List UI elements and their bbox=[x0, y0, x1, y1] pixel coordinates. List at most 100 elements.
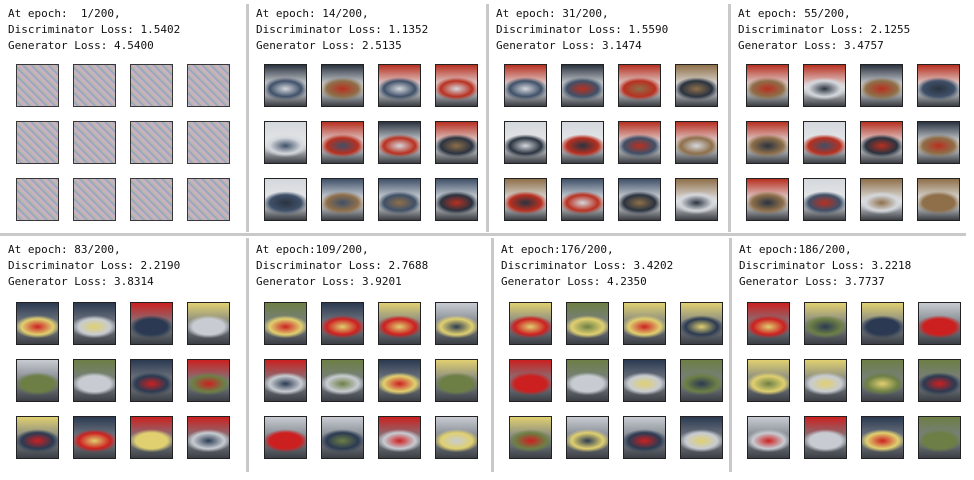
discriminator-loss-label: Discriminator Loss: 1.5590 bbox=[496, 23, 669, 36]
generated-sample-image bbox=[16, 64, 59, 107]
generated-sample-image bbox=[746, 121, 789, 164]
vertical-divider bbox=[729, 238, 732, 472]
epoch-label: At epoch:109/200, bbox=[256, 243, 369, 256]
discriminator-loss-label: Discriminator Loss: 3.2218 bbox=[739, 259, 912, 272]
generated-sample-image bbox=[566, 416, 609, 459]
generated-sample-image bbox=[264, 302, 307, 345]
generated-sample-image bbox=[187, 359, 230, 402]
generated-sample-image bbox=[321, 178, 364, 221]
epoch-panel: At epoch: 83/200, Discriminator Loss: 2.2… bbox=[0, 236, 240, 472]
generator-loss-label: Generator Loss: 3.4757 bbox=[738, 39, 884, 52]
generated-sample-image bbox=[187, 121, 230, 164]
generated-sample-image bbox=[504, 64, 547, 107]
generated-sample-image bbox=[435, 359, 478, 402]
generated-sample-image bbox=[618, 64, 661, 107]
generator-loss-label: Generator Loss: 4.2350 bbox=[501, 275, 647, 288]
generator-loss-label: Generator Loss: 3.9201 bbox=[256, 275, 402, 288]
epoch-label: At epoch: 14/200, bbox=[256, 7, 369, 20]
generated-sample-image bbox=[378, 416, 421, 459]
generated-sample-image bbox=[187, 416, 230, 459]
generated-sample-image bbox=[618, 121, 661, 164]
generated-sample-image bbox=[130, 178, 173, 221]
generated-sample-image bbox=[504, 121, 547, 164]
generated-sample-image bbox=[264, 64, 307, 107]
generated-sample-image bbox=[618, 178, 661, 221]
epoch-label: At epoch: 55/200, bbox=[738, 7, 851, 20]
generated-sample-image bbox=[746, 178, 789, 221]
generated-sample-image bbox=[435, 178, 478, 221]
discriminator-loss-label: Discriminator Loss: 1.1352 bbox=[256, 23, 429, 36]
generated-sample-image bbox=[435, 416, 478, 459]
generated-sample-image bbox=[804, 302, 847, 345]
generated-sample-image bbox=[73, 416, 116, 459]
generated-sample-image bbox=[378, 178, 421, 221]
generated-sample-image bbox=[746, 64, 789, 107]
generated-sample-image bbox=[321, 64, 364, 107]
generated-sample-image bbox=[130, 121, 173, 164]
generated-sample-image bbox=[264, 121, 307, 164]
generated-sample-image bbox=[73, 302, 116, 345]
generated-sample-image bbox=[187, 64, 230, 107]
generated-sample-image bbox=[803, 64, 846, 107]
generated-sample-image bbox=[16, 121, 59, 164]
generated-sample-image bbox=[917, 121, 960, 164]
epoch-label: At epoch:186/200, bbox=[739, 243, 852, 256]
discriminator-loss-label: Discriminator Loss: 2.2190 bbox=[8, 259, 181, 272]
epoch-panel: At epoch:186/200, Discriminator Loss: 3.2… bbox=[731, 236, 971, 472]
panel-caption: At epoch: 14/200, Discriminator Loss: 1.1… bbox=[256, 6, 428, 54]
vertical-divider bbox=[486, 4, 489, 232]
generated-sample-image bbox=[623, 302, 666, 345]
generated-sample-image bbox=[509, 359, 552, 402]
vertical-divider bbox=[491, 238, 494, 472]
generated-sample-image bbox=[680, 416, 723, 459]
generated-sample-image bbox=[918, 416, 961, 459]
generated-sample-image bbox=[680, 359, 723, 402]
panel-caption: At epoch: 55/200, Discriminator Loss: 2.1… bbox=[738, 6, 910, 54]
epoch-label: At epoch: 31/200, bbox=[496, 7, 609, 20]
generated-sample-image bbox=[509, 302, 552, 345]
generated-sample-image bbox=[861, 416, 904, 459]
epoch-panel: At epoch: 31/200, Discriminator Loss: 1.5… bbox=[488, 0, 728, 236]
generated-sample-image bbox=[509, 416, 552, 459]
generated-sample-image bbox=[860, 121, 903, 164]
generated-sample-image bbox=[378, 64, 421, 107]
generated-sample-image bbox=[675, 121, 718, 164]
generated-sample-image bbox=[860, 64, 903, 107]
panel-caption: At epoch: 31/200, Discriminator Loss: 1.5… bbox=[496, 6, 668, 54]
epoch-panel: At epoch:176/200, Discriminator Loss: 3.4… bbox=[493, 236, 733, 472]
generated-sample-image bbox=[566, 359, 609, 402]
epoch-panel: At epoch: 55/200, Discriminator Loss: 2.1… bbox=[730, 0, 970, 236]
generated-sample-image bbox=[435, 64, 478, 107]
generator-loss-label: Generator Loss: 3.7737 bbox=[739, 275, 885, 288]
generated-sample-image bbox=[747, 302, 790, 345]
panel-caption: At epoch:186/200, Discriminator Loss: 3.2… bbox=[739, 242, 911, 290]
epoch-panel: At epoch:109/200, Discriminator Loss: 2.7… bbox=[248, 236, 488, 472]
generated-sample-image bbox=[16, 416, 59, 459]
generated-sample-image bbox=[16, 359, 59, 402]
generated-sample-image bbox=[861, 302, 904, 345]
generated-sample-image bbox=[623, 359, 666, 402]
generated-sample-image bbox=[435, 121, 478, 164]
generated-sample-image bbox=[918, 359, 961, 402]
generated-sample-image bbox=[187, 302, 230, 345]
panel-caption: At epoch:176/200, Discriminator Loss: 3.4… bbox=[501, 242, 673, 290]
generated-sample-image bbox=[917, 64, 960, 107]
epoch-label: At epoch:176/200, bbox=[501, 243, 614, 256]
generated-sample-image bbox=[264, 359, 307, 402]
generator-loss-label: Generator Loss: 4.5400 bbox=[8, 39, 154, 52]
generated-sample-image bbox=[561, 64, 604, 107]
generated-sample-image bbox=[130, 64, 173, 107]
generator-loss-label: Generator Loss: 3.1474 bbox=[496, 39, 642, 52]
generated-sample-image bbox=[378, 302, 421, 345]
generated-sample-image bbox=[860, 178, 903, 221]
generated-sample-image bbox=[73, 64, 116, 107]
generator-loss-label: Generator Loss: 2.5135 bbox=[256, 39, 402, 52]
generated-sample-image bbox=[435, 302, 478, 345]
generated-sample-image bbox=[675, 178, 718, 221]
generated-sample-image bbox=[378, 359, 421, 402]
generated-sample-image bbox=[16, 302, 59, 345]
generated-sample-image bbox=[804, 359, 847, 402]
discriminator-loss-label: Discriminator Loss: 1.5402 bbox=[8, 23, 181, 36]
generated-sample-image bbox=[747, 416, 790, 459]
